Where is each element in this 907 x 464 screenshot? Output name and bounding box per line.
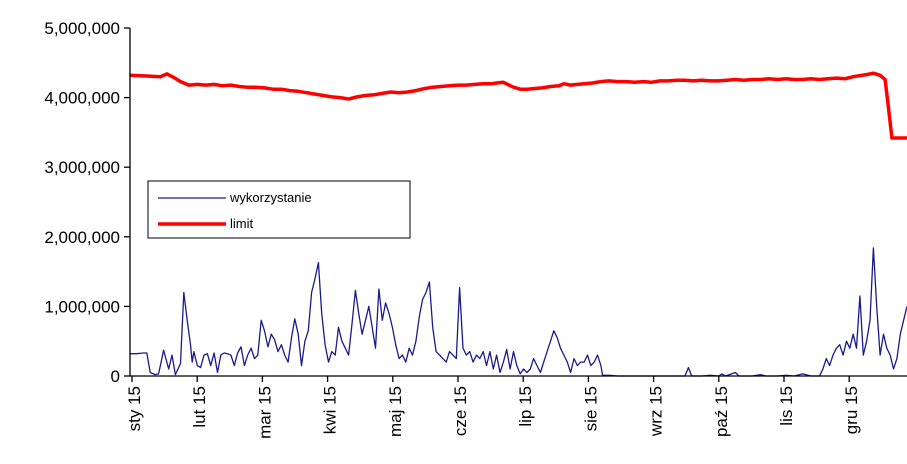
y-tick-label: 5,000,000 <box>44 19 120 38</box>
x-tick-label: gru 15 <box>842 386 861 434</box>
x-tick-label: maj 15 <box>386 386 405 437</box>
x-tick-label: kwi 15 <box>321 386 340 434</box>
x-tick-label: sie 15 <box>581 386 600 431</box>
x-tick-label: cze 15 <box>451 386 470 436</box>
y-tick-label: 4,000,000 <box>44 89 120 108</box>
x-tick-label: lis 15 <box>777 386 796 426</box>
legend: wykorzystanie limit <box>147 180 411 239</box>
x-tick-label: mar 15 <box>255 386 274 439</box>
x-ticks: sty 15 lut 15 mar 15 kwi 15 maj 15 cze 15 lip … <box>125 376 861 439</box>
x-tick-label: wrz 15 <box>647 386 666 437</box>
x-tick-label: lip 15 <box>516 386 535 427</box>
x-tick-label: sty 15 <box>125 386 144 431</box>
x-tick-label: paź 15 <box>712 386 731 437</box>
legend-label-wykorzystanie: wykorzystanie <box>229 190 312 205</box>
legend-box <box>147 180 411 239</box>
y-tick-label: 1,000,000 <box>44 297 120 316</box>
y-tick-label: 3,000,000 <box>44 158 120 177</box>
series-line-wykorzystanie <box>130 247 907 377</box>
y-ticks: 0 1,000,000 2,000,000 3,000,000 4,000,000 5,0… <box>44 19 130 386</box>
x-tick-label: lut 15 <box>190 386 209 428</box>
series-line-limit <box>129 71 907 140</box>
y-tick-label: 2,000,000 <box>44 228 120 247</box>
y-tick-label: 0 <box>111 367 120 386</box>
legend-label-limit: limit <box>230 216 253 231</box>
